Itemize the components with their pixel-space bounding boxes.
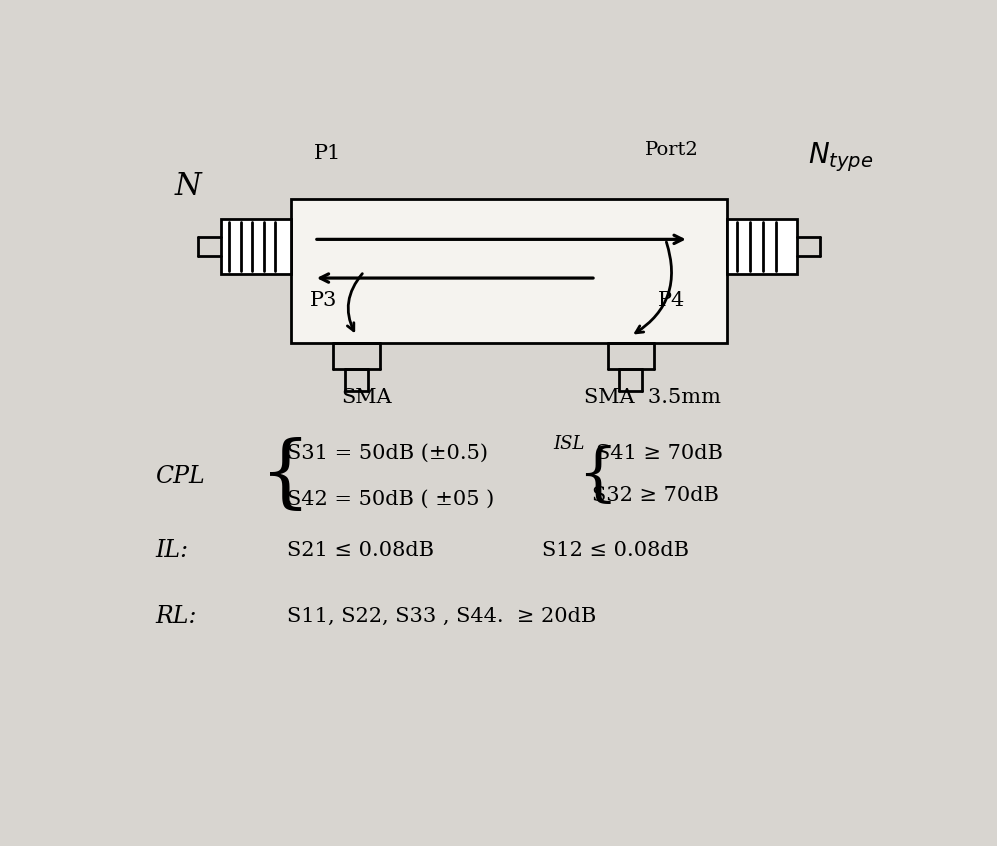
Text: S21 ≤ 0.08dB: S21 ≤ 0.08dB bbox=[287, 541, 434, 561]
Text: S31 = 50dB (±0.5): S31 = 50dB (±0.5) bbox=[287, 444, 488, 463]
Bar bbox=[727, 219, 797, 274]
Text: {: { bbox=[260, 437, 311, 515]
Text: P4: P4 bbox=[658, 291, 685, 310]
Text: S32 ≥ 70dB: S32 ≥ 70dB bbox=[592, 486, 719, 505]
Text: SMA  3.5mm: SMA 3.5mm bbox=[584, 388, 722, 408]
Text: S42 = 50dB ( ±05 ): S42 = 50dB ( ±05 ) bbox=[287, 489, 495, 508]
Text: ISL: ISL bbox=[553, 435, 585, 453]
Text: P1: P1 bbox=[314, 144, 341, 163]
Text: Port2: Port2 bbox=[645, 141, 698, 159]
Bar bbox=[221, 219, 291, 274]
Text: N: N bbox=[174, 171, 201, 201]
Text: S11, S22, S33 , S44.  ≥ 20dB: S11, S22, S33 , S44. ≥ 20dB bbox=[287, 607, 596, 626]
Text: SMA: SMA bbox=[341, 388, 392, 408]
Text: CPL: CPL bbox=[156, 464, 205, 487]
Text: P3: P3 bbox=[310, 291, 337, 310]
Text: S12 ≤ 0.08dB: S12 ≤ 0.08dB bbox=[542, 541, 689, 561]
Bar bbox=[291, 200, 727, 343]
Text: $N_{type}$: $N_{type}$ bbox=[809, 140, 873, 173]
Text: RL:: RL: bbox=[156, 605, 197, 628]
Text: IL:: IL: bbox=[156, 540, 188, 563]
Text: {: { bbox=[576, 446, 617, 507]
Text: S41 ≥ 70dB: S41 ≥ 70dB bbox=[596, 444, 723, 463]
